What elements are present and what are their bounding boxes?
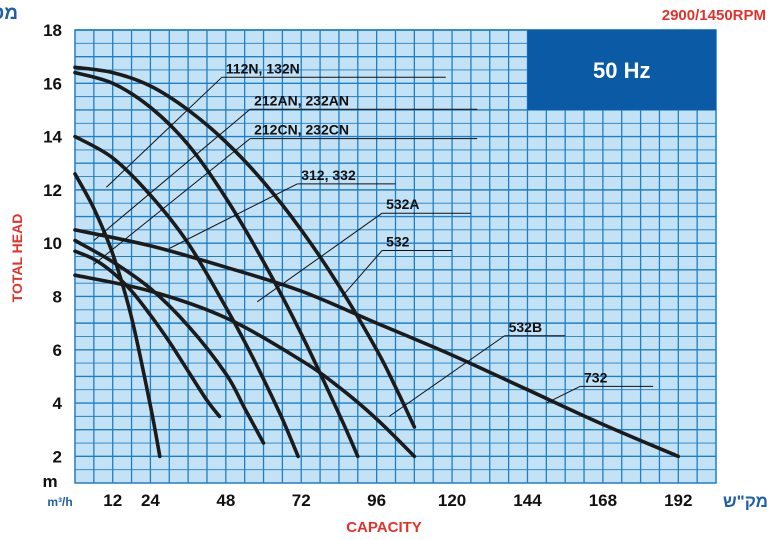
x-tick-label: 48 <box>216 491 235 510</box>
curve-112n-132n <box>73 172 162 459</box>
y-tick-label: 18 <box>43 21 62 40</box>
curve-312-332 <box>73 134 300 459</box>
x-tick-label: 144 <box>513 491 542 510</box>
x-axis-unit-left: m³/h <box>47 495 72 509</box>
curve-label: 212CN, 232CN <box>254 122 349 138</box>
hebrew-meter-unit: מטר <box>0 3 18 24</box>
x-tick-label: 12 <box>103 491 122 510</box>
x-tick-label: 192 <box>664 491 692 510</box>
y-tick-label: 4 <box>53 394 63 413</box>
y-tick-label: 16 <box>43 74 62 93</box>
curve-labels: 112N, 132N 212AN, 232AN 212CN, 232CN 312, 3… <box>226 60 608 385</box>
hz-box: 50 Hz <box>527 30 716 110</box>
leader-line <box>341 250 383 297</box>
curve-732 <box>73 228 681 459</box>
y-tick-label: 10 <box>43 234 62 253</box>
leader-line <box>256 212 383 303</box>
y-tick-label: 14 <box>43 128 62 147</box>
leader-line <box>546 385 581 404</box>
x-tick-label: 72 <box>292 491 311 510</box>
x-axis-title: CAPACITY <box>346 519 422 536</box>
leader-line <box>93 108 251 241</box>
curve-label: 732 <box>584 369 608 385</box>
curve-label: 532A <box>386 196 419 212</box>
y-axis-unit: m <box>42 472 57 491</box>
curve-label: 532B <box>509 319 542 335</box>
leader-line <box>93 138 251 265</box>
hz-box-label: 50 Hz <box>593 58 650 83</box>
x-tick-label: 24 <box>141 491 160 510</box>
label-leaders <box>93 76 654 417</box>
y-axis-title: TOTAL HEAD <box>9 214 25 303</box>
x-tick-label: 96 <box>367 491 386 510</box>
y-tick-label: 8 <box>53 287 62 306</box>
curve-label: 312, 332 <box>301 167 356 183</box>
leader-line <box>388 335 505 417</box>
y-tick-label: 12 <box>43 181 62 200</box>
y-tick-label: 2 <box>53 447 62 466</box>
grid-lines <box>75 29 716 483</box>
y-tick-label: 6 <box>53 341 62 360</box>
curve-212an-232an <box>73 249 222 419</box>
hz-box-fill <box>527 30 716 110</box>
curve-532a <box>73 70 360 459</box>
curves <box>73 65 681 459</box>
x-axis-unit-hebrew: מק"ש <box>723 492 768 511</box>
curve-label: 532 <box>386 234 410 250</box>
leader-line <box>106 76 223 188</box>
curve-532b <box>73 273 417 459</box>
x-tick-labels: 12 24 48 72 96 120 144 168 192 <box>103 491 692 510</box>
curve-212cn-232cn <box>73 238 266 445</box>
curve-532 <box>73 65 417 429</box>
rpm-label: 2900/1450RPM <box>662 7 766 24</box>
curve-label: 212AN, 232AN <box>254 92 349 108</box>
y-tick-labels: 2 4 6 8 10 12 14 16 18 <box>43 21 62 466</box>
leader-line <box>169 183 298 249</box>
x-tick-label: 168 <box>589 491 617 510</box>
x-tick-label: 120 <box>438 491 466 510</box>
curve-label: 112N, 132N <box>226 60 300 76</box>
